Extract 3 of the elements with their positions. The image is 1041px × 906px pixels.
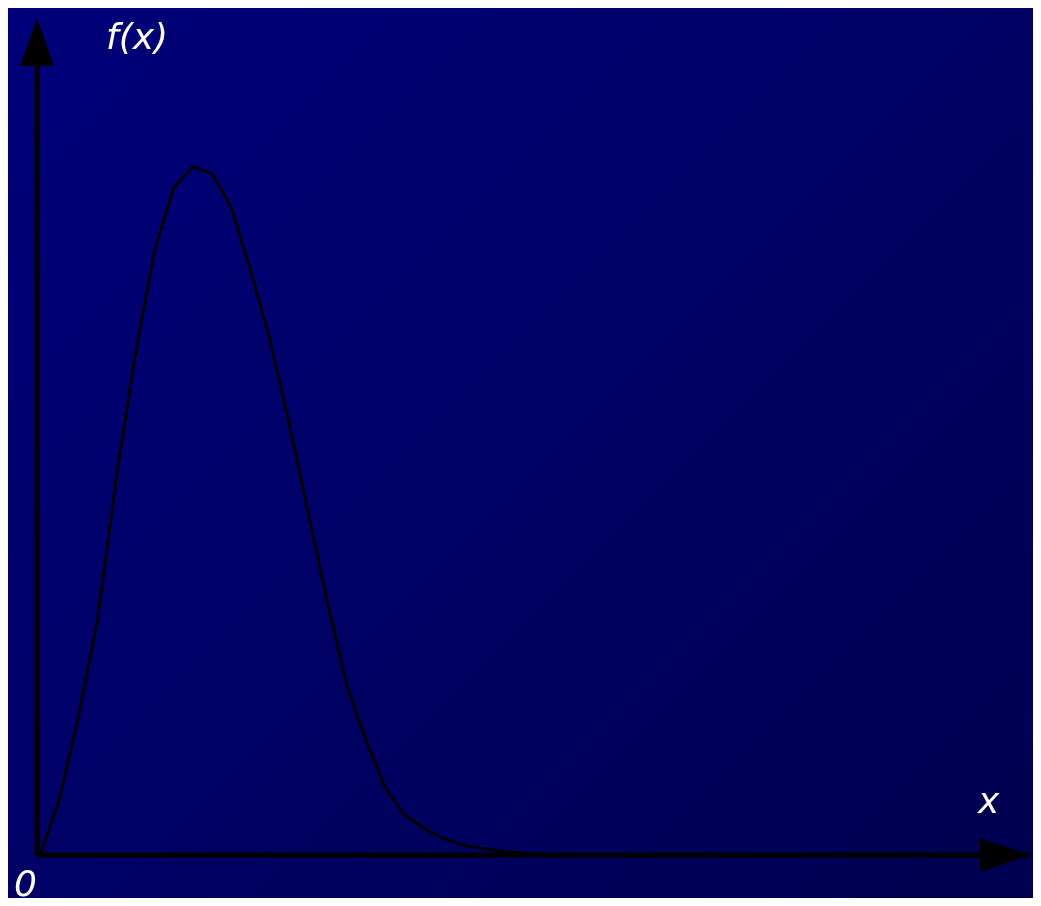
x-axis-title: x — [978, 780, 1000, 821]
y-axis-title: f(x) — [106, 16, 169, 57]
text: 0 — [14, 863, 37, 904]
